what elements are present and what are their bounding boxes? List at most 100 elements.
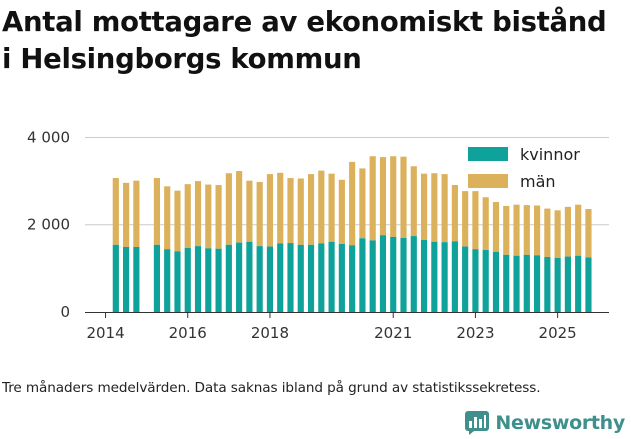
bar-man bbox=[174, 190, 181, 252]
bar-kvinnor bbox=[482, 250, 489, 312]
bar-man bbox=[513, 204, 520, 256]
bar-man bbox=[431, 173, 438, 242]
bar-man bbox=[523, 205, 530, 255]
bar-kvinnor bbox=[451, 241, 458, 312]
bar-kvinnor bbox=[431, 241, 438, 312]
x-tick-label: 2014 bbox=[86, 324, 124, 342]
x-tick-label: 2025 bbox=[539, 324, 577, 342]
bar-man bbox=[379, 157, 387, 236]
bar-kvinnor bbox=[379, 235, 387, 312]
bar-kvinnor bbox=[492, 251, 500, 312]
bar-kvinnor bbox=[215, 248, 222, 312]
x-tick-label: 2018 bbox=[251, 324, 289, 342]
bar-kvinnor bbox=[287, 243, 294, 312]
bar-kvinnor bbox=[236, 242, 243, 312]
bar-kvinnor bbox=[585, 257, 592, 312]
bar-chart-logo-icon bbox=[465, 411, 490, 435]
bar-kvinnor bbox=[266, 246, 274, 312]
bar-kvinnor bbox=[123, 246, 130, 312]
bar-man bbox=[533, 205, 541, 256]
bar-kvinnor bbox=[554, 257, 561, 312]
bar-kvinnor bbox=[307, 244, 315, 312]
bar-man bbox=[482, 197, 489, 251]
bar-man bbox=[112, 178, 119, 245]
bar-man bbox=[441, 174, 448, 243]
bar-man bbox=[410, 166, 417, 237]
bar-man bbox=[184, 184, 191, 248]
bar-kvinnor bbox=[174, 251, 181, 312]
bar-kvinnor bbox=[575, 255, 582, 312]
bar-man bbox=[277, 172, 284, 244]
chart-title: Antal mottagare av ekonomiskt bistånd i … bbox=[2, 4, 631, 78]
x-tick-label: 2021 bbox=[374, 324, 412, 342]
bar-kvinnor bbox=[328, 241, 335, 312]
bar-kvinnor bbox=[390, 236, 397, 312]
x-tick-label: 2023 bbox=[456, 324, 494, 342]
bar-man bbox=[318, 170, 325, 244]
bar-man bbox=[451, 185, 458, 242]
bar-kvinnor bbox=[503, 254, 510, 312]
bar-kvinnor bbox=[513, 255, 520, 312]
title-line-1: Antal mottagare av ekonomiskt bistånd bbox=[2, 6, 607, 38]
legend-swatch-kvinnor bbox=[468, 147, 508, 161]
bar-kvinnor bbox=[420, 240, 428, 312]
footnote: Tre månaders medelvärden. Data saknas ib… bbox=[2, 380, 541, 396]
bar-kvinnor bbox=[318, 243, 325, 312]
bar-man bbox=[256, 181, 263, 247]
bar-man bbox=[307, 174, 315, 245]
bar-kvinnor bbox=[462, 246, 469, 312]
bar-kvinnor bbox=[544, 257, 551, 312]
bar-kvinnor bbox=[133, 246, 140, 312]
bar-man bbox=[359, 168, 366, 239]
bar-kvinnor bbox=[359, 238, 366, 312]
bar-kvinnor bbox=[369, 240, 376, 312]
x-tick-label: 2016 bbox=[169, 324, 207, 342]
bar-man bbox=[503, 205, 510, 255]
bar-man bbox=[585, 209, 592, 258]
bar-man bbox=[462, 191, 469, 247]
bar-kvinnor bbox=[246, 241, 253, 312]
bar-kvinnor bbox=[564, 256, 571, 312]
y-tick-label: 0 bbox=[60, 303, 70, 321]
bar-man bbox=[338, 179, 345, 244]
bar-man bbox=[328, 173, 335, 242]
brand-logo: Newsworthy bbox=[464, 408, 625, 438]
bar-kvinnor bbox=[523, 254, 530, 312]
bar-man bbox=[400, 156, 407, 238]
bar-man bbox=[205, 184, 212, 249]
bar-man bbox=[554, 210, 561, 258]
bar-man bbox=[492, 202, 500, 252]
bar-man bbox=[266, 174, 274, 247]
bar-kvinnor bbox=[256, 246, 263, 312]
brand-name: Newsworthy bbox=[495, 412, 625, 434]
bar-kvinnor bbox=[194, 246, 202, 312]
bar-kvinnor bbox=[184, 247, 191, 312]
y-tick-label: 4 000 bbox=[27, 128, 70, 146]
bar-man bbox=[164, 186, 171, 250]
bar-kvinnor bbox=[297, 244, 304, 312]
bar-man bbox=[194, 181, 202, 247]
bar-kvinnor bbox=[410, 236, 417, 312]
bar-kvinnor bbox=[533, 255, 541, 312]
bar-kvinnor bbox=[153, 244, 161, 312]
stacked-bar-chart: 0 2 000 4 000 2014 2016 2018 2021 2023 2025 kvinn… bbox=[27, 128, 609, 342]
y-tick-label: 2 000 bbox=[27, 216, 70, 234]
bar-man bbox=[287, 178, 294, 244]
bar-man bbox=[133, 180, 140, 247]
bar-man bbox=[349, 161, 356, 246]
bar-kvinnor bbox=[277, 243, 284, 312]
bar-man bbox=[215, 185, 222, 249]
bar-kvinnor bbox=[225, 244, 232, 312]
legend-swatch-man bbox=[468, 174, 508, 188]
bar-man bbox=[575, 204, 582, 256]
bar-man bbox=[544, 208, 551, 258]
legend-label-kvinnor: kvinnor bbox=[520, 145, 580, 164]
bar-man bbox=[472, 191, 479, 250]
bar-man bbox=[297, 178, 304, 245]
bar-kvinnor bbox=[205, 248, 212, 312]
bar-man bbox=[236, 171, 243, 243]
bar-kvinnor bbox=[400, 237, 407, 312]
bar-kvinnor bbox=[112, 244, 119, 312]
bar-man bbox=[123, 182, 130, 247]
bar-man bbox=[390, 156, 397, 237]
